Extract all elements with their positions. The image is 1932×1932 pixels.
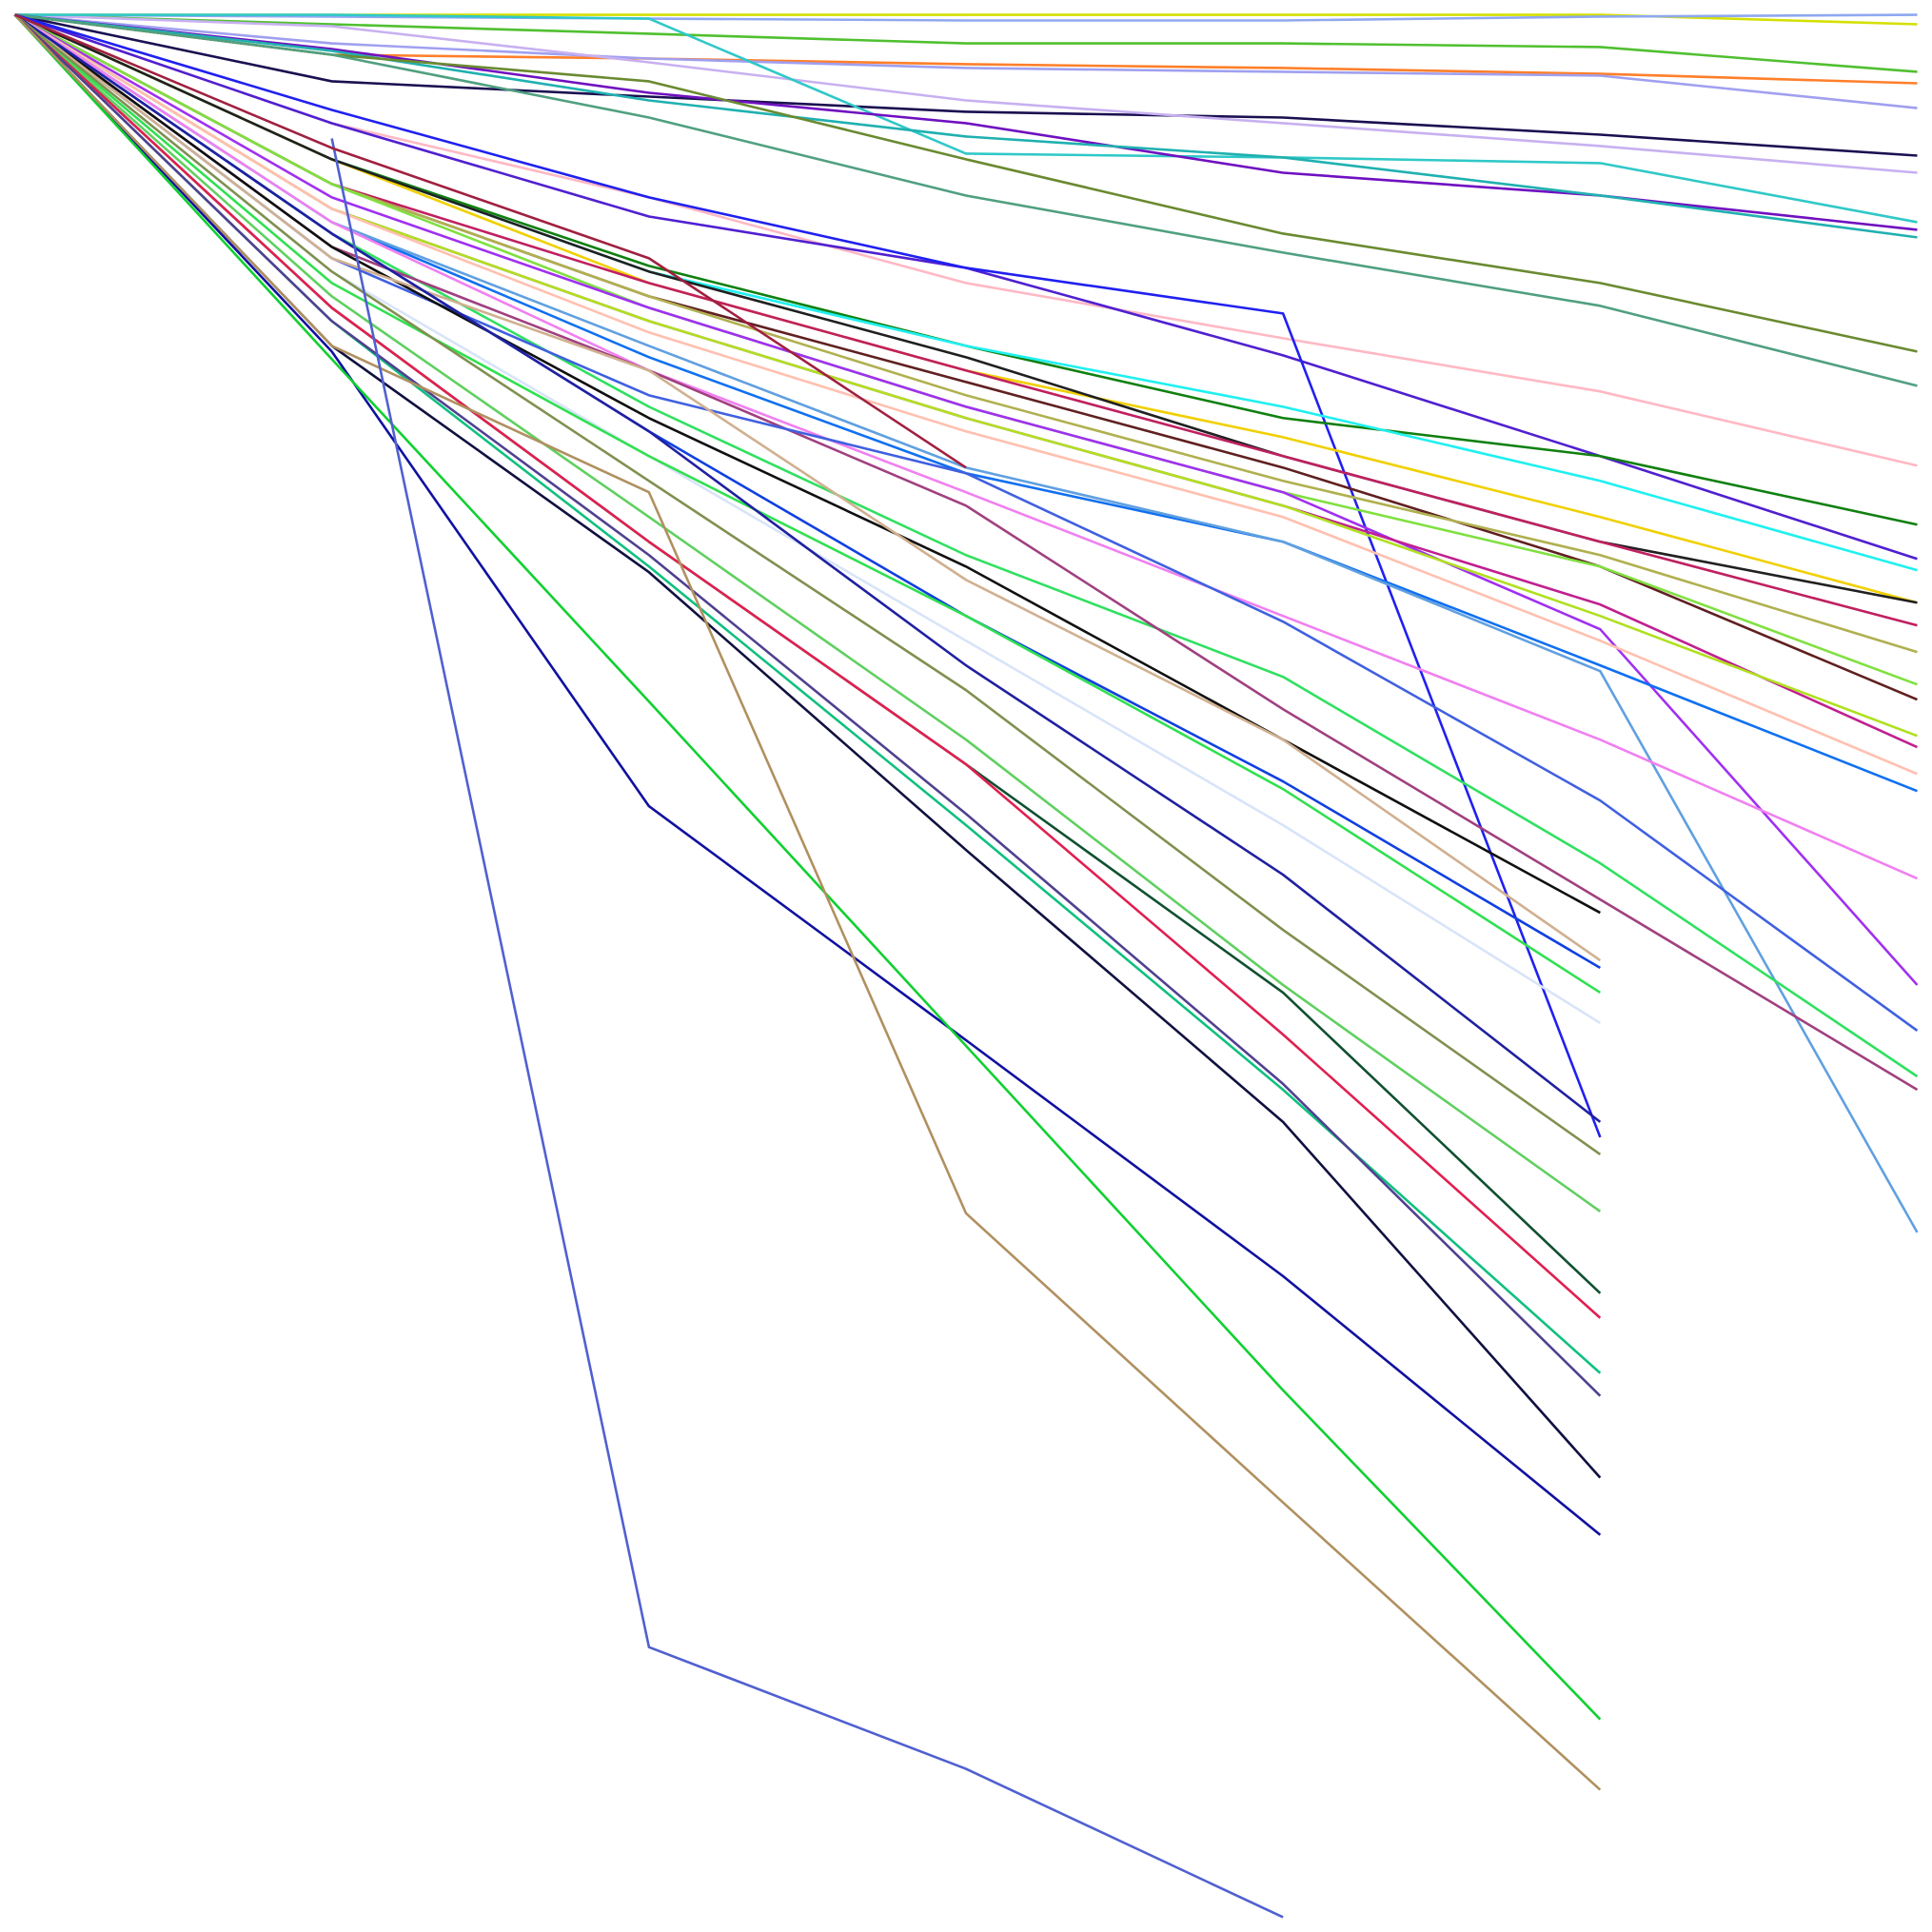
series-line-50 xyxy=(330,138,1284,1919)
series-line-24 xyxy=(13,13,1919,986)
series-line-3 xyxy=(14,13,1918,73)
series-line-34 xyxy=(13,13,1601,915)
series-line-10 xyxy=(14,13,1918,239)
series-line-19 xyxy=(13,13,1918,604)
series-group xyxy=(13,13,1919,1919)
series-line-38 xyxy=(13,13,1602,995)
series-line-5 xyxy=(14,13,1918,109)
series-line-43 xyxy=(13,13,1602,1319)
series-line-39 xyxy=(13,13,1602,1123)
series-line-32 xyxy=(13,13,1919,1092)
series-line-20 xyxy=(13,13,1918,627)
series-line-49 xyxy=(13,13,1602,1791)
series-line-40 xyxy=(13,13,1602,1156)
series-line-8 xyxy=(14,13,1918,224)
series-line-28 xyxy=(13,13,1918,793)
series-line-7 xyxy=(14,13,1918,174)
series-line-15 xyxy=(14,13,1602,1138)
series-line-44 xyxy=(13,13,1602,1374)
series-line-17 xyxy=(13,13,1918,572)
series-line-13 xyxy=(14,13,1918,467)
series-line-41 xyxy=(13,13,1602,1212)
series-line-22 xyxy=(13,13,1918,654)
series-line-14 xyxy=(14,13,1918,561)
series-line-6 xyxy=(14,13,1918,157)
series-line-23 xyxy=(13,13,1918,686)
series-line-30 xyxy=(13,13,1918,880)
series-line-45 xyxy=(13,13,1602,1397)
series-line-2 xyxy=(14,13,1918,22)
series-line-51 xyxy=(14,13,967,469)
series-line-18 xyxy=(13,13,1918,604)
series-line-48 xyxy=(13,13,1602,1721)
series-line-29 xyxy=(13,13,1919,1233)
series-line-27 xyxy=(13,13,1918,776)
series-line-12 xyxy=(14,13,1918,387)
series-line-47 xyxy=(13,13,1602,1536)
series-line-35 xyxy=(13,13,1602,962)
